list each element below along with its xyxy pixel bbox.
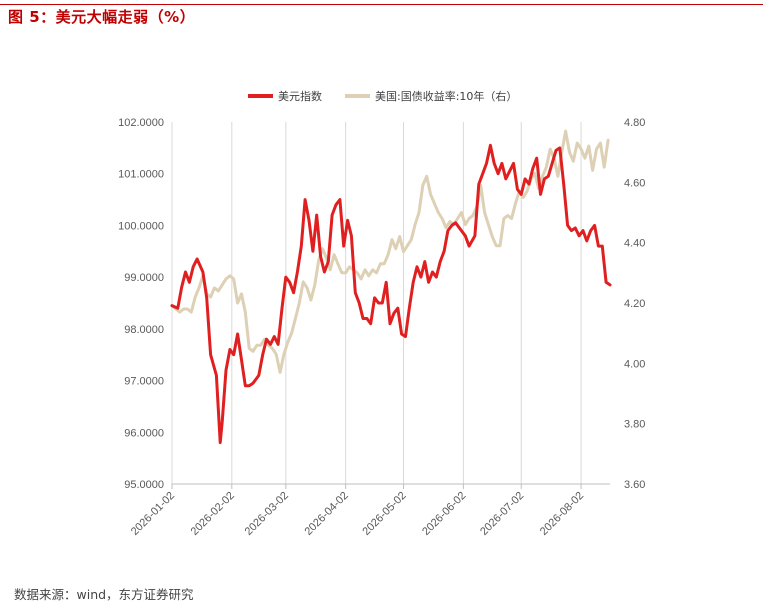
y-right-tick-label: 4.20 [624,298,645,310]
series-line-us10y [170,129,610,374]
x-tick-label: 2026-05-02 [360,490,408,538]
y-left-tick-label: 98.0000 [124,324,164,336]
legend-item-us10y-label: 美国:国债收益率:10年（右） [375,89,517,103]
x-tick-label: 2026-07-02 [478,490,526,538]
y-left-tick-label: 96.0000 [124,427,164,439]
y-right-tick-label: 3.60 [624,479,645,491]
y-right-tick-label: 4.60 [624,177,645,189]
x-tick-label: 2026-01-02 [129,490,177,538]
y-right-tick-label: 4.00 [624,358,645,370]
y-left-tick-label: 101.0000 [118,169,164,181]
y-left-tick-label: 97.0000 [124,376,164,388]
source-note: 数据来源：wind，东方证券研究 [14,587,194,602]
legend: 美元指数 美国:国债收益率:10年（右） [248,89,517,103]
y-right-tick-label: 4.80 [624,117,645,129]
gridlines [171,122,582,484]
x-tick-label: 2026-02-02 [189,490,237,538]
figure-title: 图 5：美元大幅走弱（%） [8,8,196,26]
series-line-usd-index [170,143,612,445]
legend-item-usd-index-label: 美元指数 [278,89,322,103]
series-lines [170,129,612,445]
y-left-tick-label: 100.0000 [118,220,164,232]
x-tick-label: 2026-06-02 [420,490,468,538]
x-tick-label: 2026-08-02 [538,490,586,538]
x-tick-label: 2026-04-02 [302,490,350,538]
y-right-tick-label: 4.40 [624,238,645,250]
y-left-tick-label: 102.0000 [118,117,164,129]
y-left-tick-label: 99.0000 [124,272,164,284]
title-rule [0,4,763,5]
x-tick-label: 2026-03-02 [243,490,291,538]
y-right-tick-label: 3.80 [624,419,645,431]
axes: 2026-01-02 2026-02-02 2026-03-02 2026-04-02… [118,117,645,538]
y-left-tick-label: 95.0000 [124,479,164,491]
